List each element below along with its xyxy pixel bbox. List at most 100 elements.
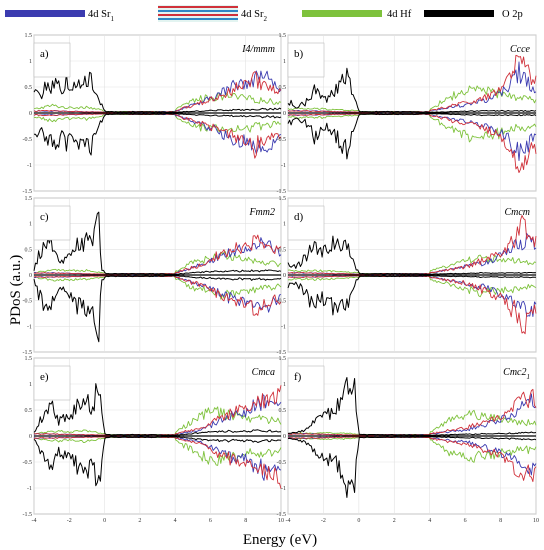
panel-a: 1.5 1 0.5 0 -0.5 -1 -1.5 a) I4/mmm (23, 33, 282, 195)
series-o-2p-up (33, 383, 281, 436)
x-tick-label: 4 (174, 518, 177, 524)
y-tick-label: 0 (283, 434, 286, 440)
legend-entry: 4d Sr2 (158, 5, 267, 23)
y-tick-label: 0 (29, 273, 32, 279)
space-group-label: Fmm2 (248, 207, 275, 218)
y-tick-label: -1.5 (277, 350, 287, 356)
x-tick-label: -4 (32, 518, 37, 524)
panel-label: e) (40, 371, 49, 383)
legend-swatch (302, 10, 382, 17)
y-tick-label: 1 (29, 222, 32, 228)
inset-box (287, 205, 325, 241)
legend-label: 4d Hf (387, 9, 412, 20)
series-o-2p-down (33, 436, 282, 487)
y-tick-label: -1 (27, 486, 32, 492)
inset-box (287, 365, 325, 401)
y-tick-label: -0.5 (23, 299, 33, 305)
y-tick-label: 1 (29, 59, 32, 65)
legend-swatch (5, 10, 85, 17)
inset-box (33, 365, 71, 401)
x-tick-label: 0 (103, 518, 106, 524)
panel-label: c) (40, 211, 49, 223)
y-tick-label: -0.5 (277, 299, 287, 305)
panels: 1.5 1 0.5 0 -0.5 -1 -1.5 a) I4/mmm 1.5 1 0.5 0 -0.5 -1… (23, 33, 540, 524)
inset-box (33, 205, 71, 241)
space-group-label: I4/mmm (241, 44, 275, 55)
space-group-label: Ccce (510, 44, 531, 55)
y-tick-label: 1 (283, 222, 286, 228)
x-tick-label: 8 (499, 518, 502, 524)
series-o-2p-down (33, 275, 282, 343)
x-tick-label: 10 (278, 518, 284, 524)
y-tick-label: 1 (283, 59, 286, 65)
y-tick-label: 1 (283, 382, 286, 388)
series-o-2p-down (287, 275, 537, 316)
legend-swatch (424, 10, 494, 17)
series-o-2p-up (33, 211, 282, 275)
panel-label: f) (294, 371, 302, 383)
series-o-2p-up (33, 71, 282, 113)
panel-d: 1.5 1 0.5 0 -0.5 -1 -1.5 d) Cmcm (277, 196, 537, 356)
y-tick-label: -1.5 (23, 512, 33, 518)
panel-label: d) (294, 211, 304, 223)
y-tick-label: 0.5 (25, 408, 33, 414)
x-tick-label: 6 (464, 518, 467, 524)
series-o-2p-up (287, 235, 537, 275)
y-tick-label: 0 (29, 111, 32, 117)
y-tick-label: -1 (281, 163, 286, 169)
panel-f: 1.5 1 0.5 0 -0.5 -1 -1.5-4 -2 0 2 4 6 8 10 f) Cmc21 (277, 356, 540, 524)
x-tick-label: 2 (138, 518, 141, 524)
space-group-label: Cmca (252, 367, 275, 378)
series-o-2p-down (287, 113, 537, 160)
x-tick-label: -4 (286, 518, 291, 524)
y-tick-label: 1.5 (25, 33, 33, 39)
legend-label: O 2p (502, 9, 523, 20)
inset-box (33, 42, 71, 78)
panel-label: b) (294, 48, 304, 60)
y-tick-label: -1.5 (23, 189, 33, 195)
y-tick-label: -0.5 (277, 137, 287, 143)
x-axis-label: Energy (eV) (243, 532, 317, 548)
x-tick-label: 0 (357, 518, 360, 524)
legend-entry: 4d Sr1 (5, 9, 114, 23)
legend: 4d Sr1 4d Sr2 4d Hf O 2p (5, 5, 523, 23)
y-tick-label: 1.5 (25, 356, 33, 362)
panel-b: 1.5 1 0.5 0 -0.5 -1 -1.5 b) Ccce (277, 33, 537, 195)
y-tick-label: -0.5 (23, 137, 33, 143)
y-tick-label: 0 (29, 434, 32, 440)
x-tick-label: -2 (67, 518, 72, 524)
y-tick-label: 1.5 (279, 196, 287, 202)
x-tick-label: 10 (533, 518, 539, 524)
series-o-2p-down (33, 113, 282, 156)
y-tick-label: 1 (29, 382, 32, 388)
y-tick-label: -1 (281, 486, 286, 492)
x-tick-label: 4 (428, 518, 431, 524)
legend-swatch (158, 5, 238, 22)
space-group-label: Cmc21 (503, 367, 530, 381)
series-o-2p-up (287, 377, 537, 436)
y-tick-label: -1.5 (277, 189, 287, 195)
series-o-2p-up (287, 67, 537, 113)
legend-entry: O 2p (424, 9, 523, 20)
y-tick-label: 0.5 (279, 247, 287, 253)
y-tick-label: -1 (281, 324, 286, 330)
y-tick-label: 1.5 (279, 33, 287, 39)
y-tick-label: 0 (283, 273, 286, 279)
y-tick-label: 0.5 (279, 85, 287, 91)
x-tick-label: -2 (321, 518, 326, 524)
panel-c: 1.5 1 0.5 0 -0.5 -1 -1.5 c) Fmm2 (23, 196, 282, 356)
y-tick-label: 1.5 (279, 356, 287, 362)
y-tick-label: 1.5 (25, 196, 33, 202)
y-tick-label: -0.5 (277, 460, 287, 466)
y-tick-label: 0.5 (25, 247, 33, 253)
y-tick-label: 0 (283, 111, 286, 117)
panel-e: 1.510.50-0.5-1-1.5-4 -2 0 2 4 6 8 10e) Cmca (23, 356, 285, 524)
x-tick-label: 2 (393, 518, 396, 524)
y-axis-label: PDoS (a.u.) (8, 255, 24, 325)
y-tick-label: -1.5 (277, 512, 287, 518)
y-tick-label: 0.5 (279, 408, 287, 414)
x-tick-label: 6 (209, 518, 212, 524)
y-tick-label: -1 (27, 163, 32, 169)
y-tick-label: -1.5 (23, 350, 33, 356)
